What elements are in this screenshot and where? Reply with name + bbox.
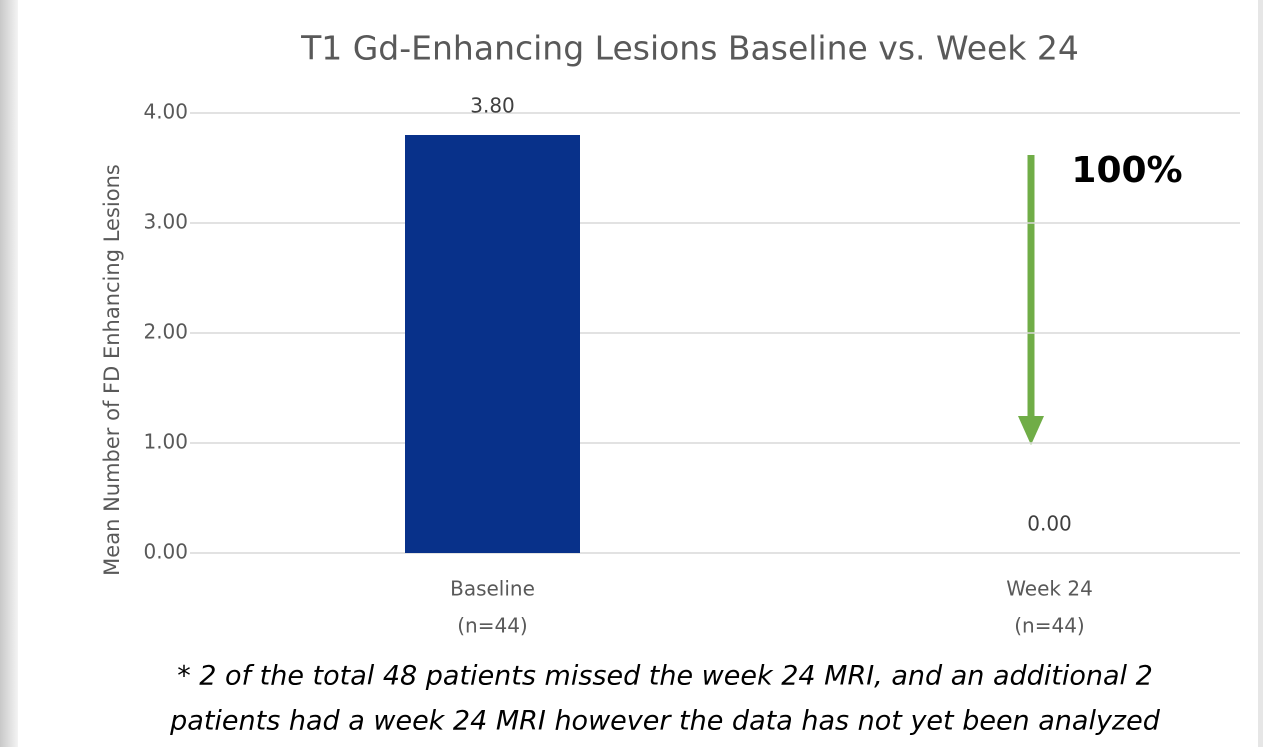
- edge: [0, 0, 18, 747]
- footnote: patients had a week 24 MRI however the d…: [169, 706, 1161, 737]
- x-tick-label: Week 24: [1006, 577, 1093, 601]
- footnote: * 2 of the total 48 patients missed the …: [177, 661, 1153, 692]
- annotation: 100%: [1071, 150, 1182, 191]
- y-tick-label: 1.00: [143, 430, 188, 454]
- x-tick-label: (n=44): [457, 614, 528, 638]
- x-tick-label: (n=44): [1014, 614, 1085, 638]
- data-label: 0.00: [1027, 512, 1072, 536]
- arrow-head: [1018, 416, 1044, 445]
- y-tick-label: 4.00: [143, 100, 188, 124]
- data-label: 3.80: [470, 94, 515, 118]
- y-axis-label: Mean Number of FD Enhancing Lesions: [100, 164, 124, 576]
- bar: [405, 135, 580, 553]
- y-tick-label: 2.00: [143, 320, 188, 344]
- chart-title: T1 Gd-Enhancing Lesions Baseline vs. Wee…: [300, 29, 1079, 68]
- x-tick-label: Baseline: [450, 577, 535, 601]
- edge: [1258, 0, 1263, 747]
- y-tick-label: 3.00: [143, 210, 188, 234]
- y-tick-label: 0.00: [143, 540, 188, 564]
